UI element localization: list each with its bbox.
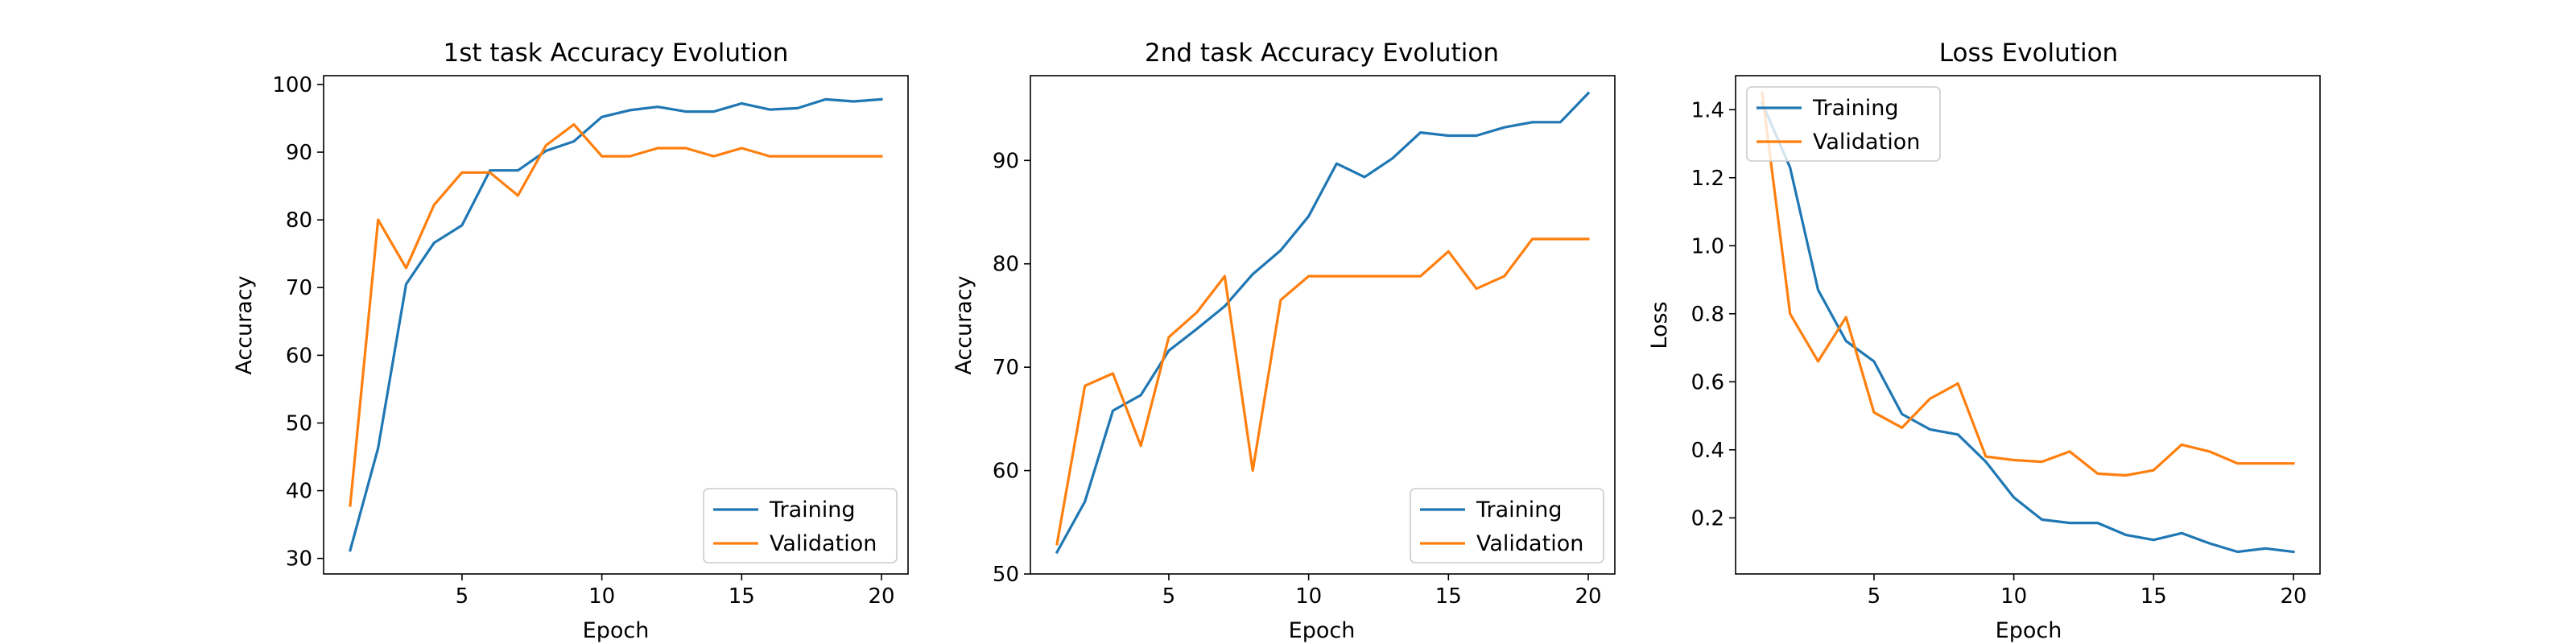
- y-tick-label: 1.4: [1691, 98, 1724, 122]
- x-tick-label: 5: [1162, 584, 1176, 609]
- y-tick-label: 50: [993, 563, 1019, 587]
- x-axis-label: Epoch: [583, 618, 650, 643]
- chart-title: 1st task Accuracy Evolution: [444, 39, 789, 68]
- x-tick-label: 10: [2000, 584, 2027, 609]
- x-tick-label: 15: [729, 584, 755, 609]
- legend-label-validation: Validation: [1813, 130, 1920, 155]
- x-tick-label: 20: [2280, 584, 2306, 609]
- legend: Training Validation: [1746, 86, 1941, 162]
- x-tick-label: 5: [1868, 584, 1881, 609]
- chart-panel-3: Loss Evolution Epoch Loss: [1647, 39, 2118, 643]
- y-tick-label: 0.6: [1691, 370, 1724, 394]
- axes-frame: [1735, 75, 2321, 575]
- series-line-validation: [349, 123, 883, 507]
- x-tick-label: 5: [456, 584, 469, 609]
- y-axis-label: Loss: [1647, 301, 1672, 349]
- legend-label-validation: Validation: [1476, 531, 1583, 556]
- y-tick-label: 50: [286, 411, 312, 436]
- x-tick-label: 20: [868, 584, 894, 609]
- axes-frame: [323, 75, 909, 575]
- chart-panel-1: 1st task Accuracy Evolution Epoch Accura…: [232, 39, 788, 643]
- axes-frame: [1030, 75, 1616, 575]
- y-tick-label: 1.0: [1691, 234, 1724, 258]
- y-tick-label: 100: [272, 73, 312, 97]
- series-line-training: [349, 97, 883, 552]
- y-tick-label: 80: [993, 253, 1019, 277]
- y-tick-label: 0.2: [1691, 506, 1724, 530]
- plot-area-3: 5 10 15 20 0.2 0.4 0.6 0.8 1.0 1.2 1.4 Training Vali…: [1691, 75, 2321, 609]
- series-line-training: [1055, 91, 1591, 555]
- y-tick-label: 90: [993, 149, 1019, 173]
- y-tick-label: 90: [286, 141, 312, 165]
- y-tick-label: 70: [993, 356, 1019, 380]
- chart-panel-2: 2nd task Accuracy Evolution Epoch Accura…: [952, 39, 1499, 643]
- legend: Training Validation: [1410, 488, 1604, 564]
- y-tick-label: 60: [286, 344, 312, 368]
- y-axis-label: Accuracy: [232, 275, 257, 374]
- x-axis-label: Epoch: [1289, 618, 1356, 643]
- y-tick-label: 1.2: [1691, 167, 1724, 191]
- y-axis-label: Accuracy: [952, 275, 976, 374]
- x-tick-label: 20: [1575, 584, 1601, 609]
- legend-label-training: Training: [1812, 96, 1899, 121]
- y-tick-label: 80: [286, 208, 312, 233]
- plot-layer: 5 10 15 20 30 40 50 60 70 80 90 100 Training Validati…: [272, 73, 2321, 609]
- legend-label-training: Training: [1476, 497, 1563, 522]
- x-tick-label: 10: [588, 584, 615, 609]
- x-tick-label: 15: [1435, 584, 1462, 609]
- y-tick-label: 0.4: [1691, 439, 1724, 463]
- series-line-training: [1760, 101, 2295, 554]
- y-tick-label: 30: [286, 547, 312, 572]
- legend: Training Validation: [703, 488, 898, 564]
- chart-title: 2nd task Accuracy Evolution: [1145, 39, 1499, 68]
- x-tick-label: 10: [1295, 584, 1322, 609]
- series-line-validation: [1761, 91, 2295, 477]
- y-tick-label: 60: [993, 460, 1019, 484]
- x-axis-label: Epoch: [1996, 618, 2062, 643]
- plot-area-1: 5 10 15 20 30 40 50 60 70 80 90 100 Training Validati…: [272, 73, 909, 609]
- chart-title: Loss Evolution: [1939, 39, 2118, 68]
- legend-label-validation: Validation: [770, 531, 877, 556]
- legend-label-training: Training: [769, 497, 856, 522]
- y-tick-label: 70: [286, 276, 312, 300]
- y-tick-label: 40: [286, 480, 312, 504]
- plot-area-2: 5 10 15 20 50 60 70 80 90 Training Validation: [993, 75, 1616, 609]
- x-tick-label: 15: [2140, 584, 2167, 609]
- y-tick-label: 0.8: [1691, 303, 1724, 327]
- series-line-validation: [1055, 237, 1590, 546]
